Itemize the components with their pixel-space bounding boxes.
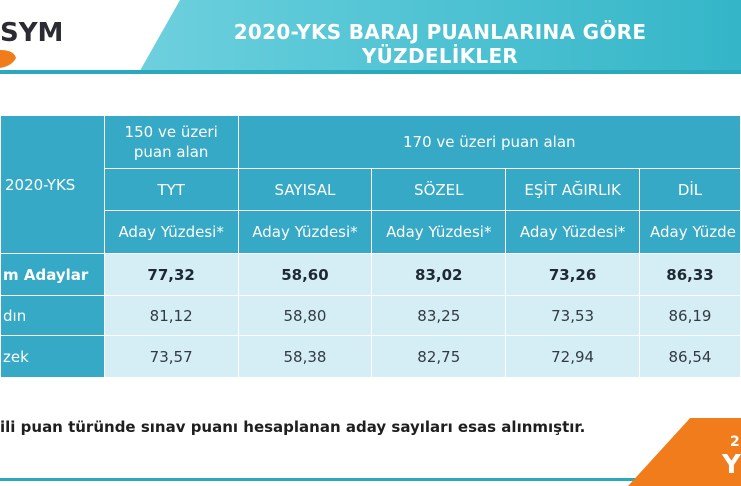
table-cell: 72,94 xyxy=(505,335,640,378)
group-header-170: 170 ve üzeri puan alan xyxy=(237,115,741,169)
table-cell: 77,32 xyxy=(103,253,239,296)
table-cell: 86,33 xyxy=(639,253,741,296)
row-label: m Adaylar xyxy=(0,253,105,296)
table-cell: 58,80 xyxy=(237,295,373,336)
table-row: dın 81,12 58,80 83,25 73,53 86,19 xyxy=(0,295,741,336)
logo: SYM xyxy=(0,18,64,48)
table-cell: 86,19 xyxy=(639,295,741,336)
row-label: zek xyxy=(0,335,105,378)
column-header: SÖZEL xyxy=(371,168,507,211)
corner-number: 2 xyxy=(730,434,740,450)
table-cell: 83,02 xyxy=(371,253,507,296)
metric-header: Aday Yüzde xyxy=(639,210,741,254)
metric-header: Aday Yüzdesi* xyxy=(103,210,239,254)
table-cell: 58,60 xyxy=(237,253,373,296)
metric-header: Aday Yüzdesi* xyxy=(237,210,373,254)
table-cell: 82,75 xyxy=(371,335,507,378)
metric-header: Aday Yüzdesi* xyxy=(505,210,640,254)
table-cell: 81,12 xyxy=(103,295,239,336)
column-header: DİL xyxy=(639,168,741,211)
column-header: EŞİT AĞIRLIK xyxy=(505,168,640,211)
table-cell: 86,54 xyxy=(639,335,741,378)
table-cell: 73,26 xyxy=(505,253,640,296)
group-header-150: 150 ve üzeri puan alan xyxy=(103,115,239,169)
table-cell: 58,38 xyxy=(237,335,373,378)
table-row: m Adaylar 77,32 58,60 83,02 73,26 86,33 xyxy=(0,253,741,296)
header-banner: SYM 2020-YKS BARAJ PUANLARINA GÖRE YÜZDE… xyxy=(0,0,741,76)
table-row: zek 73,57 58,38 82,75 72,94 86,54 xyxy=(0,335,741,378)
page-title: 2020-YKS BARAJ PUANLARINA GÖRE YÜZDELİKL… xyxy=(233,20,647,68)
header-underline xyxy=(0,70,741,74)
row-label: dın xyxy=(0,295,105,336)
footnote: ili puan türünde sınav puanı hesaplanan … xyxy=(0,418,586,436)
table-corner: 2020-YKS xyxy=(0,115,105,254)
percentile-table: 2020-YKS 150 ve üzeri puan alan 170 ve ü… xyxy=(0,115,741,378)
table-cell: 73,57 xyxy=(103,335,239,378)
footer-line xyxy=(0,478,741,481)
logo-swoosh-icon xyxy=(0,50,16,68)
metric-header: Aday Yüzdesi* xyxy=(371,210,507,254)
table-cell: 83,25 xyxy=(371,295,507,336)
corner-letter: Y xyxy=(722,450,741,480)
column-header: TYT xyxy=(103,168,239,211)
column-header: SAYISAL xyxy=(237,168,373,211)
table-cell: 73,53 xyxy=(505,295,640,336)
corner-label: 2020-YKS xyxy=(5,175,76,194)
